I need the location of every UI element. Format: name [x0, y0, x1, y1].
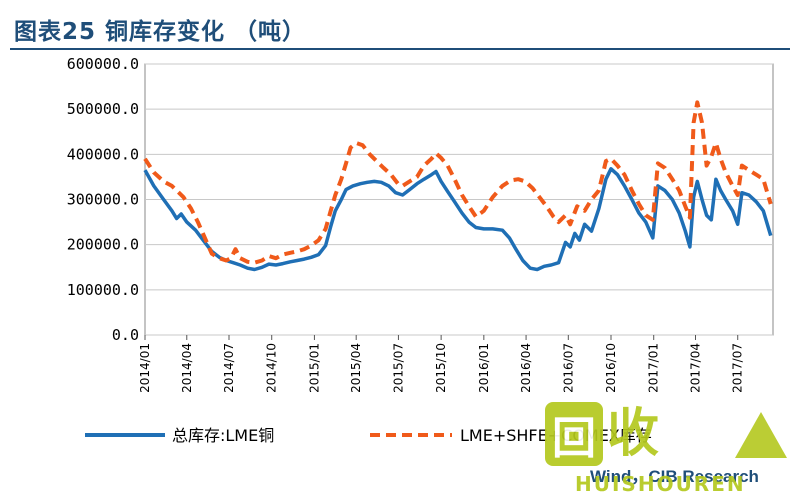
x-tick-label: 2015/10 [434, 343, 448, 393]
source-note: Wind，CIB Research [590, 467, 759, 486]
x-tick-label: 2015/04 [349, 343, 363, 393]
page-title: 图表25 铜库存变化 （吨） [14, 19, 307, 45]
y-tick-label: 200000.0 [67, 236, 139, 254]
y-tick-label: 300000.0 [67, 191, 139, 209]
series-lines [143, 100, 773, 272]
y-tick-label: 100000.0 [67, 281, 139, 299]
y-gridlines [145, 63, 773, 336]
x-tick-label: 2014/10 [265, 343, 279, 393]
legend-label-1: 总库存:LME铜 [172, 426, 274, 445]
x-tick-label: 2016/07 [561, 343, 575, 393]
x-tick-label: 2014/04 [180, 343, 194, 393]
y-tick-labels: 0.0 100000.0 200000.0 300000.0 400000.0 50000… [67, 55, 139, 344]
x-tick-label: 2017/07 [731, 343, 745, 393]
y-tick-label: 500000.0 [67, 100, 139, 118]
legend: 总库存:LME铜 LME+SHFE+COMEX库存 [85, 426, 652, 445]
y-tick-label: 0.0 [112, 326, 139, 344]
x-tick-label: 2016/04 [519, 343, 533, 393]
x-tick-labels: 2014/01 2014/04 2014/07 2014/10 2015/01 2015/… [138, 335, 745, 393]
y-tick-label: 400000.0 [67, 145, 139, 163]
series-line-1 [143, 167, 773, 272]
x-tick-label: 2017/04 [688, 343, 702, 393]
legend-label-2: LME+SHFE+COMEX库存 [460, 426, 652, 445]
series-line-2 [143, 100, 773, 265]
x-tick-label: 2015/07 [391, 343, 405, 393]
x-tick-label: 2014/07 [222, 343, 236, 393]
title-divider [10, 48, 790, 50]
x-tick-label: 2014/01 [138, 343, 152, 393]
x-tick-label: 2016/10 [604, 343, 618, 393]
x-tick-label: 2017/01 [647, 343, 661, 393]
y-tick-label: 600000.0 [67, 55, 139, 73]
x-tick-label: 2016/01 [477, 343, 491, 393]
x-tick-label: 2015/01 [307, 343, 321, 393]
